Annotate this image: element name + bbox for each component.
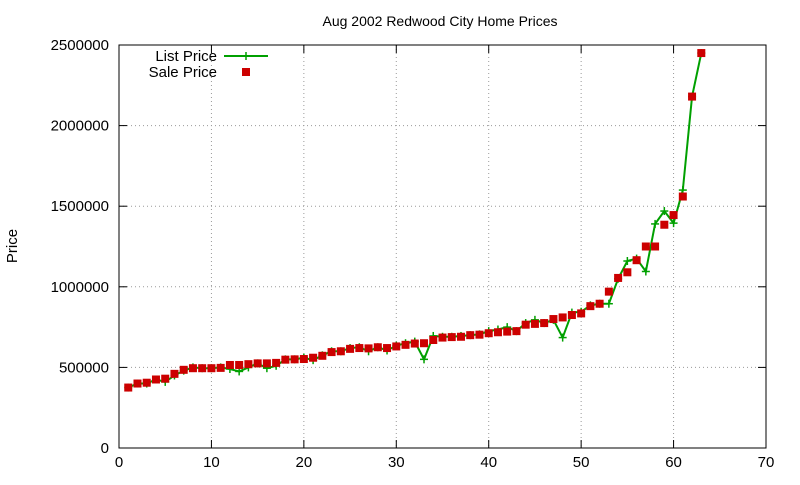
legend-swatch-sale-price — [242, 68, 250, 76]
sale-price-point — [336, 347, 345, 356]
sale-price-point — [558, 313, 567, 322]
sale-price-point — [151, 375, 160, 384]
list-price-point — [604, 299, 613, 308]
x-tick-label: 0 — [115, 454, 123, 471]
sale-price-point — [235, 360, 244, 369]
y-tick-label: 0 — [101, 440, 109, 457]
plot-frame — [118, 44, 767, 449]
sale-price-point — [401, 340, 410, 349]
x-tick-label: 50 — [573, 454, 590, 471]
grid — [119, 45, 766, 448]
sale-price-point — [216, 363, 225, 372]
sale-price-point — [142, 378, 151, 387]
sale-price-point — [466, 331, 475, 340]
sale-price-point — [262, 359, 271, 368]
sale-price-point — [170, 369, 179, 378]
sale-price-point — [124, 383, 133, 392]
sale-price-point — [198, 364, 207, 373]
sale-price-point — [383, 344, 392, 353]
sale-price-point — [614, 273, 623, 282]
sale-price-point — [188, 364, 197, 373]
sale-price-point — [410, 339, 419, 348]
sale-price-point — [521, 320, 530, 329]
y-tick-label: 2500000 — [51, 37, 109, 54]
sale-price-point — [438, 333, 447, 342]
series-layer — [124, 49, 706, 392]
sale-price-point — [669, 211, 678, 220]
sale-price-point — [623, 268, 632, 277]
sale-price-point — [678, 192, 687, 201]
legend-label-list-price: List Price — [155, 48, 217, 65]
sale-price-point — [549, 315, 558, 324]
sale-price-point — [179, 365, 188, 374]
sale-price-point — [299, 355, 308, 364]
sale-price-point — [373, 343, 382, 352]
sale-price-point — [207, 364, 216, 373]
legend-label-sale-price: Sale Price — [149, 64, 217, 81]
y-axis-label: Price — [4, 229, 21, 263]
x-tick-label: 40 — [480, 454, 497, 471]
list-price-point — [651, 219, 660, 228]
list-price-point — [623, 257, 632, 266]
list-price-point — [558, 333, 567, 342]
y-tick-label: 1000000 — [51, 279, 109, 296]
sale-price-point — [281, 355, 290, 364]
sale-price-point — [272, 358, 281, 367]
sale-price-point — [688, 92, 697, 101]
sale-price-point — [364, 344, 373, 353]
y-tick-label: 2000000 — [51, 118, 109, 135]
sale-price-point — [355, 344, 364, 353]
x-tick-label: 10 — [203, 454, 220, 471]
sale-price-point — [429, 335, 438, 344]
series-sale-price — [124, 49, 706, 392]
y-tick-label: 1500000 — [51, 198, 109, 215]
sale-price-point — [420, 339, 429, 348]
sale-price-point — [456, 332, 465, 341]
list-price-point — [669, 219, 678, 228]
list-price-point — [660, 207, 669, 216]
sale-price-point — [651, 242, 660, 251]
sale-price-point — [253, 359, 262, 368]
sale-price-point — [309, 353, 318, 362]
sale-price-point — [318, 351, 327, 360]
sale-price-point — [447, 333, 456, 342]
sale-price-point — [225, 360, 234, 369]
axis-ticks: 0 10 20 30 40 50 60 70 0 500000 1000000 1500000 2000… — [51, 37, 775, 471]
sale-price-point — [244, 360, 253, 369]
sale-price-point — [595, 299, 604, 308]
sale-price-point — [475, 330, 484, 339]
sale-price-point — [493, 328, 502, 337]
sale-price-point — [133, 379, 142, 388]
sale-price-point — [641, 242, 650, 251]
sale-price-point — [161, 374, 170, 383]
list-price-point — [641, 267, 650, 276]
list-price-line — [127, 52, 703, 389]
sale-price-point — [512, 327, 521, 336]
sale-price-point — [577, 309, 586, 318]
sale-price-point — [327, 348, 336, 357]
y-tick-label: 500000 — [59, 359, 109, 376]
sale-price-point — [530, 319, 539, 328]
x-tick-label: 60 — [665, 454, 682, 471]
sale-price-point — [567, 311, 576, 320]
sale-price-point — [604, 287, 613, 296]
sale-price-point — [290, 355, 299, 364]
sale-price-point — [346, 344, 355, 353]
x-tick-label: 70 — [758, 454, 775, 471]
sale-price-point — [586, 302, 595, 311]
sale-price-point — [392, 342, 401, 351]
chart-title: Aug 2002 Redwood City Home Prices — [322, 13, 557, 29]
x-tick-label: 20 — [296, 454, 313, 471]
sale-price-point — [503, 327, 512, 336]
x-tick-label: 30 — [388, 454, 405, 471]
sale-price-point — [484, 329, 493, 338]
legend: List Price Sale Price — [149, 48, 268, 81]
sale-price-point — [697, 49, 706, 58]
sale-price-point — [632, 256, 641, 265]
list-price-point — [420, 355, 429, 364]
sale-price-point — [660, 220, 669, 229]
sale-price-point — [540, 319, 549, 328]
